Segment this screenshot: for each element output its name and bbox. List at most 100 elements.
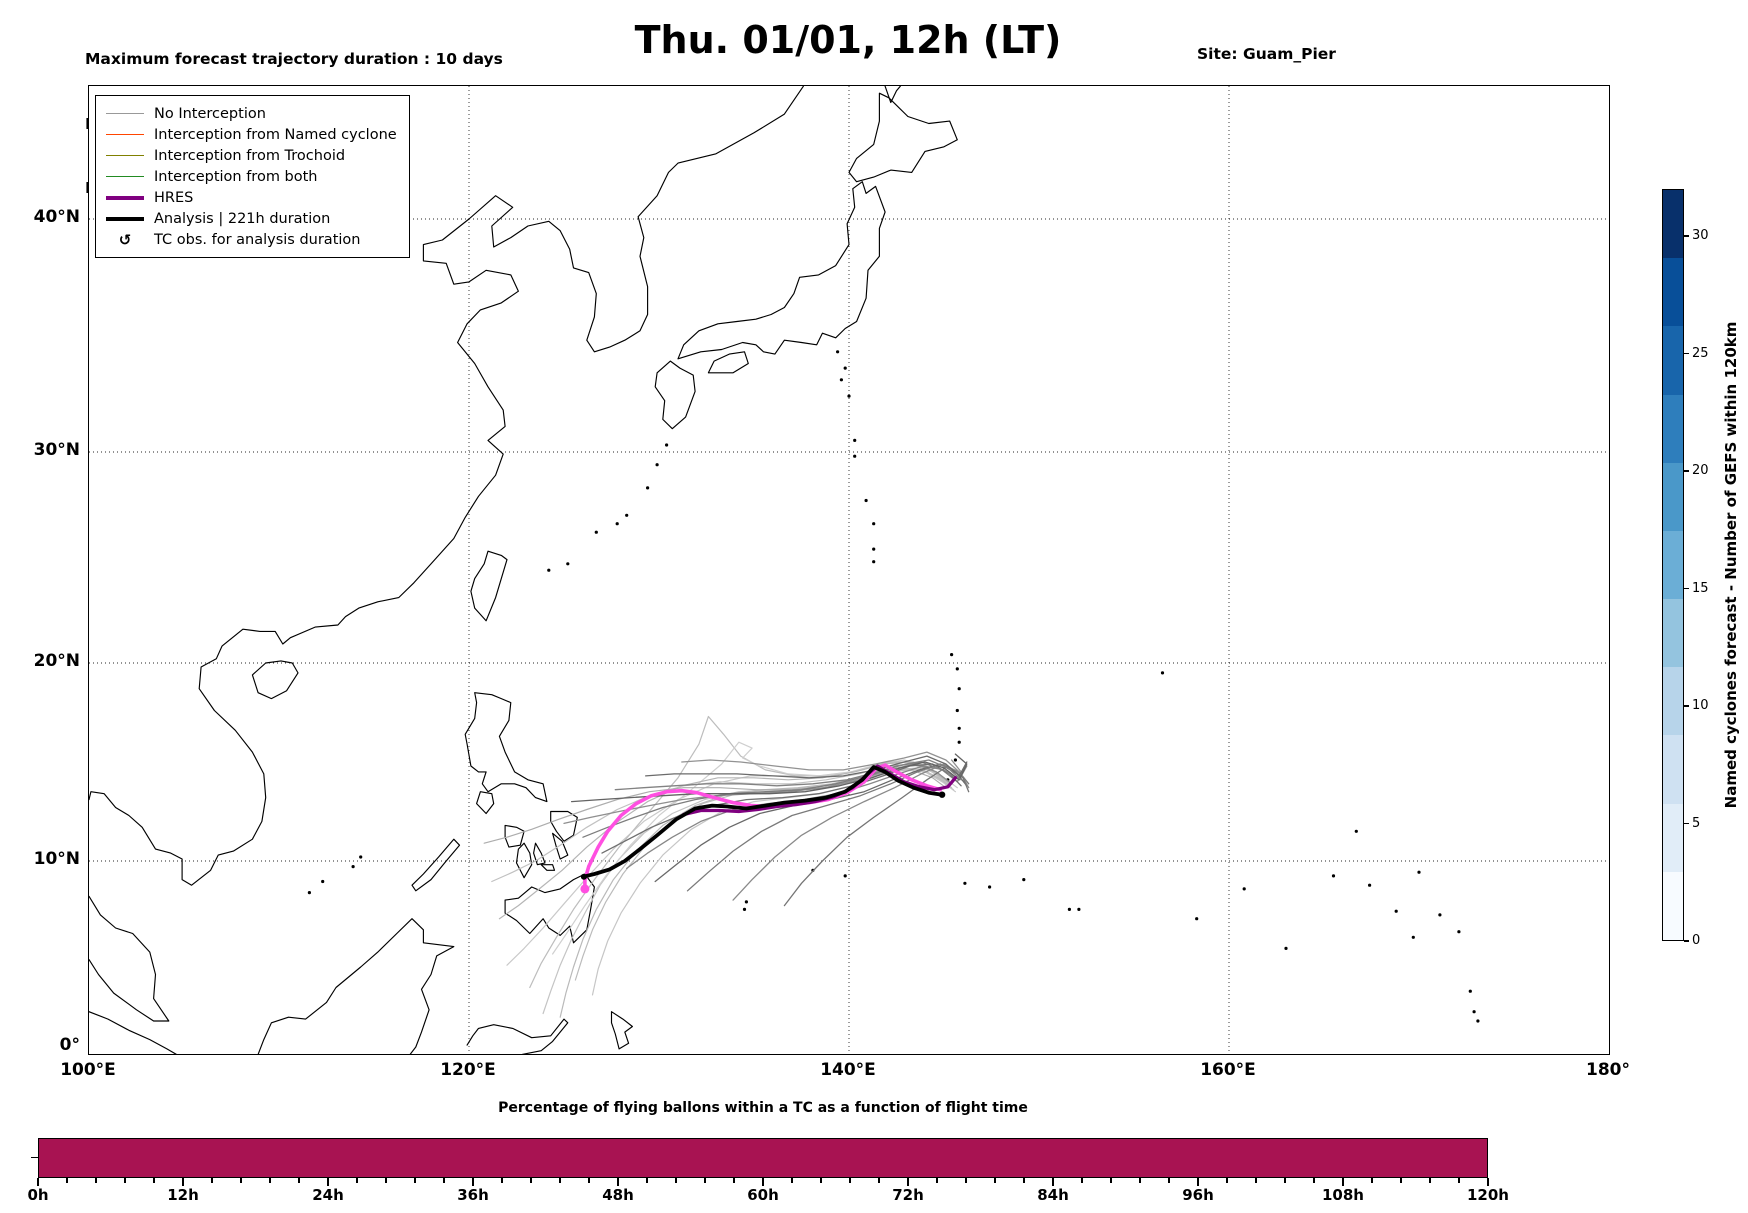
colorbar-segment: [1663, 530, 1683, 600]
bar-chart-minor-tick: [1110, 1178, 1112, 1183]
legend-item-label: Interception from Named cyclone: [154, 126, 397, 143]
colorbar-segment: [1663, 326, 1683, 395]
legend-item: Interception from Trochoid: [106, 145, 397, 166]
bar-chart-minor-tick: [530, 1178, 532, 1183]
coastline-path: [504, 824, 525, 848]
coastline-path: [540, 864, 556, 871]
coastline-path: [550, 810, 578, 842]
coastline-path: [654, 360, 696, 430]
colorbar-tick: [1684, 587, 1689, 590]
legend-line-swatch: [106, 176, 144, 177]
bar-chart-minor-tick: [501, 1178, 503, 1183]
island-dot: [957, 726, 961, 730]
lon-tick-label: 180°: [1586, 1060, 1630, 1080]
bar-chart-major-tick: [762, 1178, 764, 1186]
bar-chart-minor-tick: [1400, 1178, 1402, 1183]
coastline-path: [610, 1011, 633, 1050]
legend-line: [106, 155, 144, 156]
trajectory-map: No Interception Interception from Named c…: [88, 85, 1610, 1055]
island-dot: [1077, 907, 1081, 912]
lon-tick-label: 120°E: [440, 1060, 496, 1080]
island-dot: [839, 378, 844, 382]
site-line: Site: Guam_Pier: [1197, 45, 1336, 63]
island-dot: [646, 486, 650, 490]
colorbar-segment: [1663, 599, 1683, 668]
island-dot: [1476, 1019, 1480, 1023]
island-dot: [1195, 917, 1199, 921]
island-dot: [547, 568, 551, 572]
bar-chart-minor-tick: [95, 1178, 97, 1183]
island-dot: [963, 881, 967, 885]
map-svg: [89, 86, 1609, 1054]
colorbar-tick-label: 15: [1692, 580, 1709, 596]
island-dot: [955, 667, 959, 671]
gefs-colorbar: [1662, 189, 1684, 941]
island-dot: [1354, 829, 1358, 833]
legend-item: Analysis | 221h duration: [106, 208, 397, 229]
track-member-06: [498, 761, 949, 920]
coastline-path: [89, 895, 170, 1022]
bar-chart-minor-tick: [849, 1178, 851, 1183]
bar-chart-minor-tick: [994, 1178, 996, 1183]
track-member-04: [529, 715, 951, 989]
island-dot: [321, 879, 325, 884]
island-dot: [1368, 883, 1372, 887]
colorbar-tick: [1684, 822, 1689, 825]
island-dot: [594, 530, 598, 534]
colorbar-segment: [1663, 394, 1683, 463]
legend-item-label: Analysis | 221h duration: [154, 210, 331, 227]
legend-line-swatch: [106, 134, 144, 135]
legend-line: [106, 113, 144, 114]
island-dot: [872, 522, 876, 526]
bar-chart-major-tick: [37, 1178, 39, 1186]
bar-chart-major-tick: [472, 1178, 474, 1186]
island-dot: [351, 865, 355, 869]
island-dot: [953, 758, 958, 762]
coastline-path: [466, 1018, 569, 1054]
bar-chart-minor-tick: [443, 1178, 445, 1183]
lat-tick-label: 20°N: [33, 651, 80, 671]
island-dot: [744, 900, 749, 904]
island-dot: [1472, 1010, 1476, 1014]
bar-chart-minor-tick: [559, 1178, 561, 1183]
bar-chart-tick-label: 36h: [457, 1186, 489, 1204]
legend-line: [106, 134, 144, 135]
colorbar-tick: [1684, 470, 1689, 472]
coastline-path: [464, 692, 548, 803]
track-member-17: [732, 763, 970, 901]
bar-chart-tick-label: 48h: [602, 1186, 634, 1204]
coastline-path: [677, 181, 886, 360]
island-dot: [1242, 887, 1246, 891]
island-dot: [566, 562, 570, 566]
bar-chart-major-tick: [617, 1178, 619, 1186]
bar-chart-major-tick: [1487, 1178, 1489, 1186]
bar-chart-minor-tick: [936, 1178, 938, 1183]
island-dot: [1022, 878, 1026, 882]
colorbar-segment: [1663, 667, 1683, 736]
colorbar-tick: [1684, 705, 1689, 707]
bar-chart-minor-tick: [1284, 1178, 1286, 1183]
track-member-20: [614, 759, 962, 791]
track-tc-track-magenta: [583, 763, 942, 891]
bar-chart-minor-tick: [356, 1178, 358, 1183]
island-dot: [307, 891, 311, 895]
legend-item: Interception from both: [106, 166, 397, 187]
bar-chart-minor-tick: [588, 1178, 590, 1183]
island-dot: [742, 907, 747, 912]
bar-chart-minor-tick: [211, 1178, 213, 1183]
island-dot: [1468, 989, 1472, 993]
lon-tick-label: 100°E: [60, 1060, 116, 1080]
colorbar-segment: [1663, 871, 1683, 940]
island-dot: [957, 687, 961, 691]
bar-chart-tick-label: 84h: [1037, 1186, 1069, 1204]
bar-chart-tick-label: 60h: [747, 1186, 779, 1204]
colorbar-tick-label: 5: [1692, 815, 1701, 831]
track-member-08: [574, 767, 953, 981]
legend-item-label: Interception from Trochoid: [154, 147, 346, 164]
colorbar-segment: [1663, 803, 1683, 872]
bar-chart-minor-tick: [1255, 1178, 1257, 1183]
bar-chart-minor-tick: [878, 1178, 880, 1183]
lat-tick-label: 10°N: [33, 849, 80, 869]
track-member-13: [601, 763, 962, 854]
coastline-path: [89, 1011, 177, 1054]
